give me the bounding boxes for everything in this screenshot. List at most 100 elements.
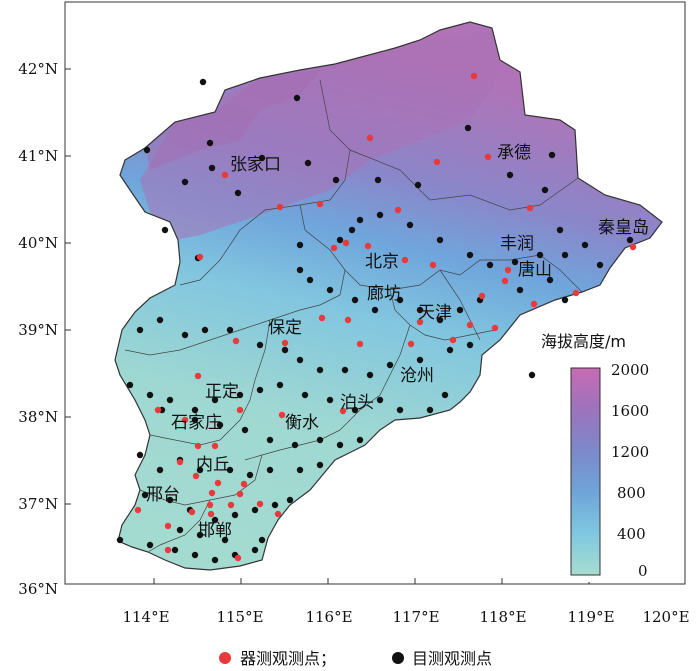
- city-label-tianjin: 天津: [418, 303, 452, 323]
- visual-station-point: [626, 236, 634, 244]
- instrument-station-point: [491, 324, 499, 332]
- instrument-station-point: [278, 411, 286, 419]
- instrument-station-point: [276, 203, 284, 211]
- visual-station-point: [126, 381, 134, 389]
- instrument-station-point: [188, 508, 196, 516]
- city-label-langfang: 廊坊: [367, 284, 401, 304]
- instrument-station-point: [429, 261, 437, 269]
- visual-station-point: [581, 241, 589, 249]
- instrument-station-point: [530, 300, 538, 308]
- visual-station-point: [446, 346, 454, 354]
- city-label-hengshui: 衡水: [285, 413, 319, 433]
- instrument-station-point: [207, 510, 215, 518]
- lat-tick-label: 39°N: [18, 321, 58, 339]
- visual-station-point: [356, 436, 364, 444]
- visual-station-point: [199, 78, 207, 86]
- instrument-station-point: [356, 340, 364, 348]
- lon-tick-label: 115°E: [216, 608, 263, 626]
- visual-station-point: [208, 164, 216, 172]
- visual-station-point: [296, 241, 304, 249]
- visual-station-point: [196, 531, 204, 539]
- visual-station-point: [201, 326, 209, 334]
- visual-station-point: [291, 441, 299, 449]
- visual-station-point: [296, 266, 304, 274]
- lon-tick-label: 118°E: [479, 608, 526, 626]
- visual-station-point: [211, 516, 219, 524]
- instrument-station-point: [194, 372, 202, 380]
- visual-station-point: [156, 466, 164, 474]
- visual-station-point: [211, 396, 219, 404]
- lon-tick-label: 114°E: [122, 608, 169, 626]
- colorbar-title: 海拔高度/m: [541, 332, 626, 351]
- visual-station-point: [396, 296, 404, 304]
- instrument-station-point: [240, 480, 248, 488]
- visual-station-point: [341, 366, 349, 374]
- instrument-station-point: [208, 489, 216, 497]
- instrument-legend-label: 器测观测点；: [240, 649, 336, 668]
- visual-station-point: [231, 511, 239, 519]
- visual-station-point: [276, 381, 284, 389]
- colorbar-tick-label: 1200: [611, 443, 649, 461]
- instrument-station-point: [433, 158, 441, 166]
- visual-station-point: [136, 451, 144, 459]
- visual-station-point: [436, 316, 444, 324]
- visual-station-point: [561, 296, 569, 304]
- city-label-fengrun: 丰润: [500, 234, 534, 254]
- visual-station-point: [396, 406, 404, 414]
- instrument-station-point: [470, 72, 478, 80]
- visual-station-point: [316, 461, 324, 469]
- colorbar-tick-label: 800: [617, 484, 646, 502]
- visual-station-point: [166, 496, 174, 504]
- instrument-station-point: [364, 242, 372, 250]
- instrument-station-point: [154, 406, 162, 414]
- visual-station-point: [326, 286, 334, 294]
- visual-station-point: [281, 346, 289, 354]
- visual-station-point: [548, 151, 556, 159]
- instrument-station-point: [478, 292, 486, 300]
- visual-station-point: [556, 226, 564, 234]
- instrument-station-point: [366, 134, 374, 142]
- visual-station-point: [191, 406, 199, 414]
- lat-tick-label: 37°N: [18, 495, 58, 513]
- instrument-station-point: [232, 337, 240, 345]
- instrument-station-point: [192, 472, 200, 480]
- instrument-station-point: [196, 253, 204, 261]
- instrument-station-point: [344, 316, 352, 324]
- instrument-station-point: [330, 244, 338, 252]
- instrument-station-point: [504, 266, 512, 274]
- instrument-station-point: [407, 340, 415, 348]
- station-points: [116, 72, 637, 564]
- visual-station-point: [466, 341, 474, 349]
- instrument-station-point: [211, 442, 219, 450]
- visual-station-point: [116, 536, 124, 544]
- visual-legend-marker: [392, 652, 404, 664]
- instrument-station-point: [164, 522, 172, 530]
- visual-station-point: [486, 261, 494, 269]
- city-label-zhangjiakou: 张家口: [230, 155, 281, 175]
- visual-station-point: [406, 221, 414, 229]
- visual-station-point: [561, 251, 569, 259]
- visual-station-point: [156, 316, 164, 324]
- instrument-station-point: [416, 318, 424, 326]
- colorbar-background: [536, 326, 684, 582]
- visual-station-point: [266, 436, 274, 444]
- visual-station-point: [246, 471, 254, 479]
- visual-station-point: [258, 536, 266, 544]
- visual-station-point: [456, 306, 464, 314]
- visual-station-point: [506, 171, 514, 179]
- visual-station-point: [436, 236, 444, 244]
- visual-station-point: [191, 416, 199, 424]
- visual-station-point: [376, 396, 384, 404]
- instrument-station-point: [342, 239, 350, 247]
- visual-station-point: [466, 251, 474, 259]
- visual-station-point: [516, 286, 524, 294]
- visual-station-point: [366, 371, 374, 379]
- visual-station-point: [441, 391, 449, 399]
- instrument-station-point: [176, 458, 184, 466]
- instrument-station-point: [449, 336, 457, 344]
- visual-station-point: [511, 258, 519, 266]
- instrument-station-point: [572, 289, 580, 297]
- visual-station-point: [316, 436, 324, 444]
- instrument-station-point: [466, 321, 474, 329]
